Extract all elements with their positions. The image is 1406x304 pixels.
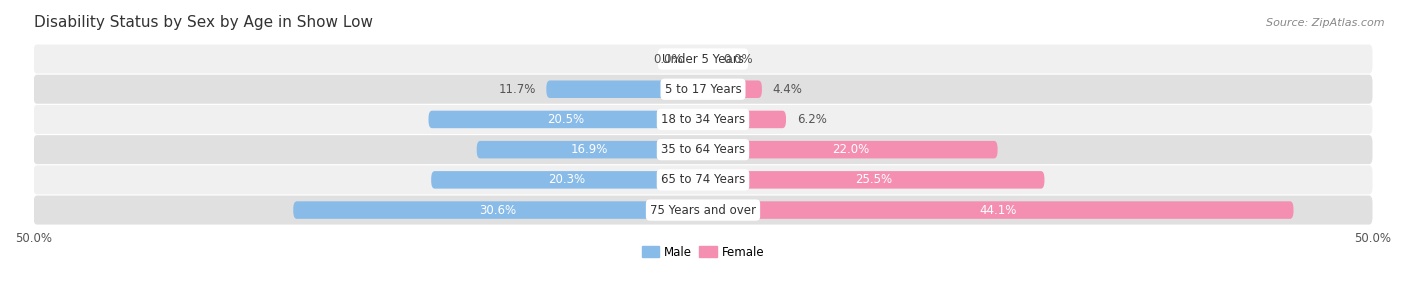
Text: 30.6%: 30.6% <box>479 204 516 216</box>
Text: 20.3%: 20.3% <box>548 173 586 186</box>
Text: 5 to 17 Years: 5 to 17 Years <box>665 83 741 96</box>
Text: 0.0%: 0.0% <box>723 53 752 66</box>
Text: 20.5%: 20.5% <box>547 113 585 126</box>
FancyBboxPatch shape <box>703 81 762 98</box>
FancyBboxPatch shape <box>429 111 703 128</box>
Text: 25.5%: 25.5% <box>855 173 893 186</box>
Text: 18 to 34 Years: 18 to 34 Years <box>661 113 745 126</box>
FancyBboxPatch shape <box>703 171 1045 188</box>
Text: 22.0%: 22.0% <box>832 143 869 156</box>
Text: 35 to 64 Years: 35 to 64 Years <box>661 143 745 156</box>
Text: 4.4%: 4.4% <box>773 83 803 96</box>
Text: Under 5 Years: Under 5 Years <box>662 53 744 66</box>
Text: 44.1%: 44.1% <box>980 204 1017 216</box>
Text: Source: ZipAtlas.com: Source: ZipAtlas.com <box>1267 18 1385 28</box>
FancyBboxPatch shape <box>34 75 1372 104</box>
FancyBboxPatch shape <box>34 105 1372 134</box>
FancyBboxPatch shape <box>34 165 1372 194</box>
FancyBboxPatch shape <box>34 44 1372 74</box>
FancyBboxPatch shape <box>34 135 1372 164</box>
FancyBboxPatch shape <box>432 171 703 188</box>
Text: 0.0%: 0.0% <box>654 53 683 66</box>
FancyBboxPatch shape <box>34 195 1372 225</box>
FancyBboxPatch shape <box>703 201 1294 219</box>
FancyBboxPatch shape <box>477 141 703 158</box>
Text: Disability Status by Sex by Age in Show Low: Disability Status by Sex by Age in Show … <box>34 15 373 30</box>
FancyBboxPatch shape <box>703 141 998 158</box>
Text: 11.7%: 11.7% <box>498 83 536 96</box>
Text: 6.2%: 6.2% <box>797 113 827 126</box>
Legend: Male, Female: Male, Female <box>637 241 769 264</box>
FancyBboxPatch shape <box>703 111 786 128</box>
FancyBboxPatch shape <box>703 50 710 68</box>
Text: 65 to 74 Years: 65 to 74 Years <box>661 173 745 186</box>
FancyBboxPatch shape <box>547 81 703 98</box>
FancyBboxPatch shape <box>693 50 700 68</box>
FancyBboxPatch shape <box>294 201 703 219</box>
Text: 75 Years and over: 75 Years and over <box>650 204 756 216</box>
Text: 16.9%: 16.9% <box>571 143 609 156</box>
